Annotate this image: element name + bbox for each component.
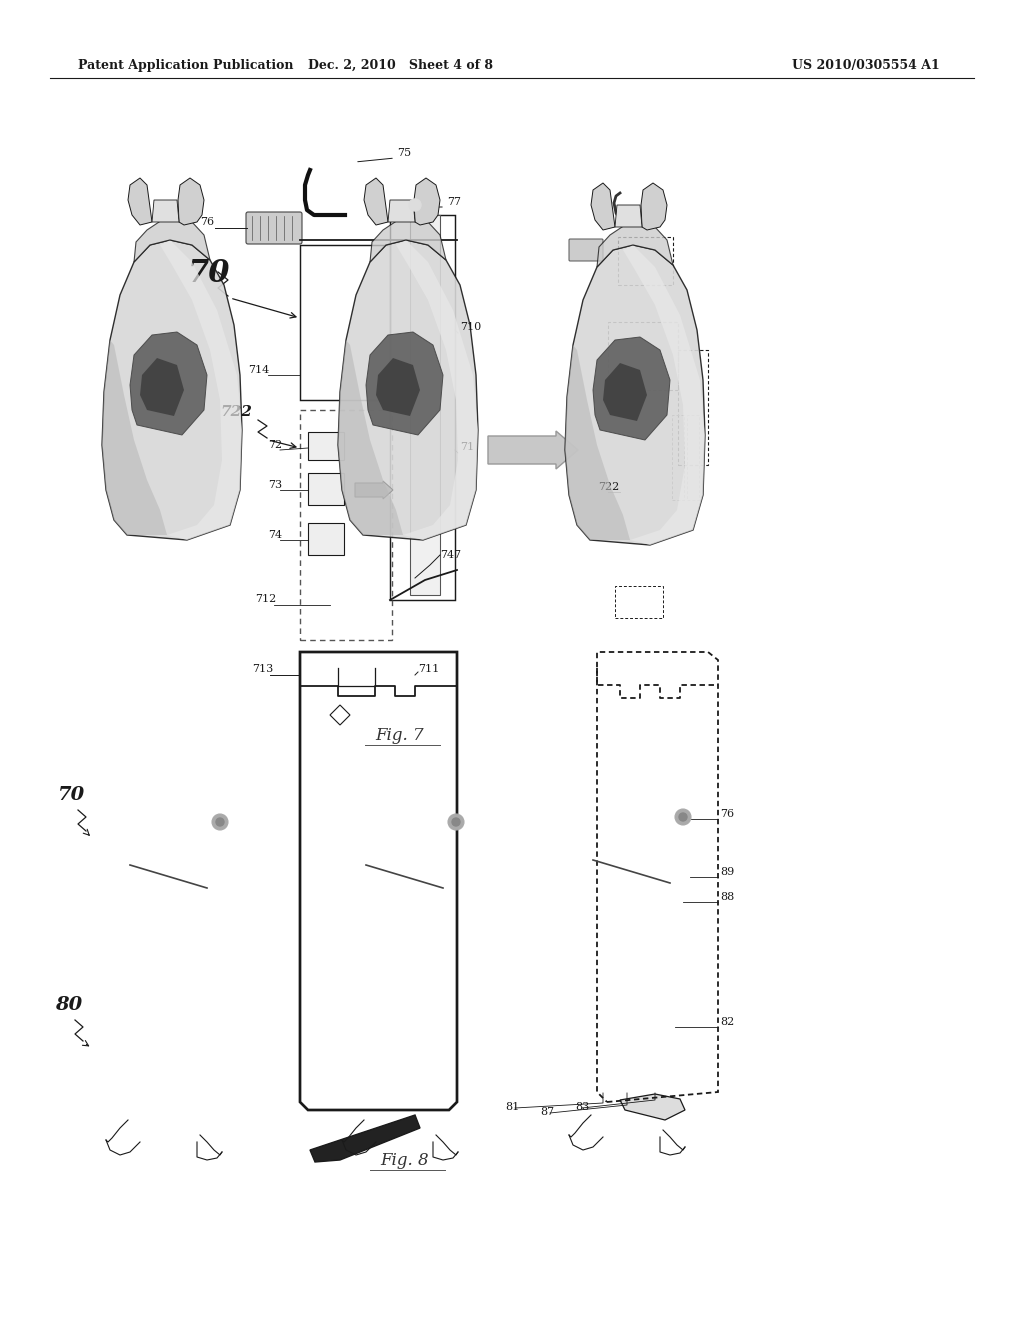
Bar <box>410 215 440 595</box>
Text: 722: 722 <box>220 405 252 418</box>
Polygon shape <box>593 337 670 440</box>
Text: 73: 73 <box>268 480 283 490</box>
Text: Fig. 7: Fig. 7 <box>376 727 424 744</box>
Bar <box>308 432 344 459</box>
Text: 75: 75 <box>397 148 411 158</box>
Bar <box>608 322 678 389</box>
Bar <box>687 414 699 500</box>
Text: 74: 74 <box>268 531 283 540</box>
Polygon shape <box>102 240 242 540</box>
Polygon shape <box>366 333 443 436</box>
Bar <box>308 473 344 506</box>
Polygon shape <box>128 178 152 224</box>
Text: 81: 81 <box>505 1102 519 1111</box>
Polygon shape <box>376 358 420 416</box>
Circle shape <box>675 809 691 825</box>
Polygon shape <box>338 240 478 540</box>
Text: 76: 76 <box>720 809 734 818</box>
Circle shape <box>216 818 224 826</box>
Text: 88: 88 <box>720 892 734 902</box>
Text: 77: 77 <box>447 197 461 207</box>
Circle shape <box>212 814 228 830</box>
Text: 712: 712 <box>255 594 276 605</box>
Text: 70: 70 <box>58 785 85 804</box>
Polygon shape <box>134 218 210 261</box>
Polygon shape <box>597 223 673 267</box>
Bar <box>308 523 344 554</box>
Text: Patent Application Publication: Patent Application Publication <box>78 58 294 71</box>
Text: 87: 87 <box>540 1107 554 1117</box>
Text: 82: 82 <box>720 1016 734 1027</box>
Text: Fig. 8: Fig. 8 <box>381 1152 429 1170</box>
Text: 711: 711 <box>418 664 439 675</box>
Polygon shape <box>396 240 478 540</box>
Polygon shape <box>591 183 615 230</box>
Bar <box>618 238 673 285</box>
Polygon shape <box>615 205 642 227</box>
Text: 713: 713 <box>252 664 273 675</box>
Polygon shape <box>330 705 350 725</box>
Polygon shape <box>160 240 242 540</box>
Polygon shape <box>603 363 647 421</box>
Circle shape <box>409 199 421 211</box>
Polygon shape <box>620 1094 685 1119</box>
Text: Dec. 2, 2010   Sheet 4 of 8: Dec. 2, 2010 Sheet 4 of 8 <box>307 58 493 71</box>
Text: 710: 710 <box>460 322 481 333</box>
Text: 71: 71 <box>460 442 474 451</box>
FancyBboxPatch shape <box>246 213 302 244</box>
Text: 76: 76 <box>200 216 214 227</box>
Bar <box>672 414 684 500</box>
Polygon shape <box>310 1115 420 1162</box>
Text: 747: 747 <box>440 550 461 560</box>
Text: 70: 70 <box>188 257 230 289</box>
Polygon shape <box>102 341 167 535</box>
Circle shape <box>452 818 460 826</box>
Bar <box>390 215 455 601</box>
Text: 72: 72 <box>268 440 283 450</box>
Polygon shape <box>130 333 207 436</box>
Polygon shape <box>388 201 415 222</box>
Polygon shape <box>565 246 705 545</box>
Bar <box>300 411 392 640</box>
Text: 89: 89 <box>720 867 734 876</box>
Polygon shape <box>623 246 705 545</box>
FancyArrow shape <box>355 480 393 499</box>
Polygon shape <box>364 178 388 224</box>
Polygon shape <box>140 358 184 416</box>
Circle shape <box>679 813 687 821</box>
Circle shape <box>449 814 464 830</box>
Text: 83: 83 <box>575 1102 589 1111</box>
Polygon shape <box>414 178 440 224</box>
Text: 80: 80 <box>55 997 82 1014</box>
Bar <box>615 586 663 618</box>
Bar <box>678 350 708 465</box>
Polygon shape <box>370 218 446 261</box>
Polygon shape <box>338 341 403 535</box>
Text: US 2010/0305554 A1: US 2010/0305554 A1 <box>793 58 940 71</box>
FancyArrow shape <box>488 432 578 469</box>
Polygon shape <box>565 345 630 540</box>
Text: 722: 722 <box>598 482 620 492</box>
Polygon shape <box>178 178 204 224</box>
FancyBboxPatch shape <box>569 239 603 261</box>
Bar <box>300 246 390 400</box>
Polygon shape <box>152 201 179 222</box>
Text: 714: 714 <box>248 366 269 375</box>
Polygon shape <box>641 183 667 230</box>
